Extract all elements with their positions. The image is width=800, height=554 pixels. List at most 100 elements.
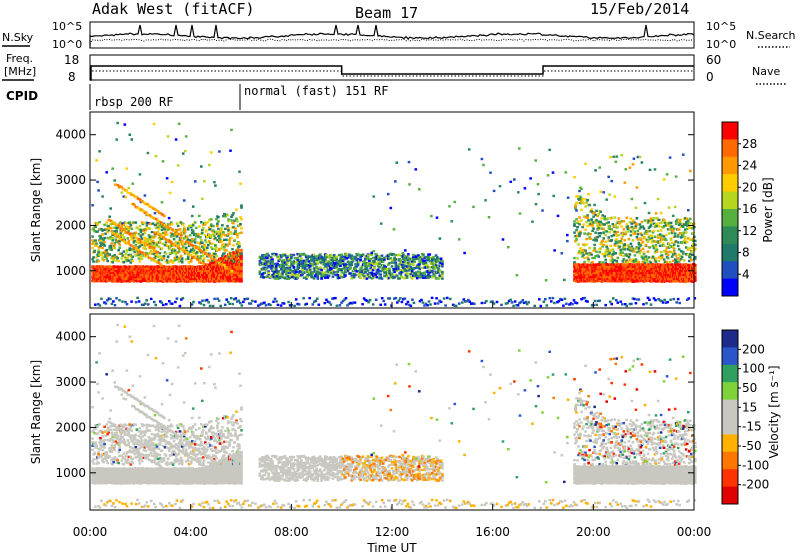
heatmap-cell (153, 223, 157, 227)
heatmap-cell (122, 236, 126, 239)
heatmap-cell (366, 255, 370, 259)
heatmap-cell (427, 253, 430, 256)
heatmap-cell (370, 251, 373, 254)
heatmap-cell (364, 265, 367, 268)
heatmap-cell (98, 221, 101, 224)
heatmap-cell (637, 243, 641, 246)
heatmap-cell (183, 242, 187, 246)
heatmap-cell (127, 259, 131, 262)
heatmap-cell (216, 249, 219, 252)
heatmap-cell (131, 249, 135, 252)
heatmap-cell (598, 261, 601, 264)
heatmap-cell (339, 262, 342, 265)
heatmap-cell (414, 266, 418, 270)
heatmap-cell (563, 278, 566, 282)
heatmap-cell (330, 271, 333, 275)
heatmap-cell (434, 254, 438, 257)
heatmap-cell (623, 248, 627, 251)
heatmap-cell (240, 263, 243, 267)
heatmap-cell (205, 248, 208, 251)
heatmap-cell (623, 246, 627, 249)
heatmap-cell (115, 138, 118, 141)
heatmap-cell (380, 254, 384, 257)
heatmap-cell (583, 260, 586, 264)
heatmap-cell (199, 257, 202, 260)
heatmap-cell (203, 257, 206, 260)
heatmap-cell (580, 187, 583, 191)
heatmap-cell (264, 268, 268, 271)
heatmap-cell (369, 266, 372, 270)
heatmap-cell (125, 250, 129, 253)
heatmap-cell (118, 246, 121, 249)
heatmap-cell (140, 243, 144, 247)
heatmap-cell (643, 261, 647, 264)
heatmap-cell (577, 220, 580, 223)
heatmap-cell (218, 236, 221, 239)
heatmap-cell (615, 155, 619, 158)
heatmap-cell (151, 244, 155, 247)
heatmap-cell (117, 249, 120, 252)
heatmap-cell (573, 223, 576, 226)
heatmap-cell (632, 157, 636, 160)
heatmap-cell (214, 258, 217, 261)
heatmap-cell (400, 270, 404, 274)
heatmap-cell (609, 259, 612, 262)
heatmap-cell (112, 258, 115, 262)
heatmap-cell (184, 248, 188, 251)
heatmap-cell (607, 221, 610, 224)
heatmap-cell (167, 260, 171, 263)
heatmap-cell (614, 231, 618, 234)
heatmap-cell (153, 235, 157, 238)
heatmap-cell (624, 168, 628, 171)
heatmap-cell (280, 256, 283, 259)
heatmap-cell (574, 203, 577, 207)
heatmap-cell (363, 277, 366, 280)
heatmap-cell (595, 209, 598, 213)
heatmap-cell (136, 253, 140, 257)
heatmap-cell (273, 277, 277, 280)
heatmap-cell (111, 167, 114, 170)
heatmap-cell (623, 181, 627, 184)
heatmap-cell (267, 270, 270, 273)
heatmap-cell (603, 216, 606, 220)
heatmap-cell (100, 251, 103, 254)
heatmap-cell (133, 250, 137, 253)
heatmap-cell (639, 238, 643, 242)
heatmap-cell (127, 229, 131, 233)
heatmap-cell (407, 264, 410, 267)
heatmap-cell (575, 238, 578, 241)
heatmap-cell (371, 262, 375, 266)
heatmap-cell (133, 235, 137, 238)
heatmap-cell (358, 253, 361, 257)
heatmap-cell (220, 227, 223, 230)
heatmap-cell (95, 159, 98, 162)
heatmap-cell (165, 259, 169, 262)
heatmap-cell (138, 224, 142, 228)
heatmap-cell (230, 219, 233, 222)
noise-tick-left-bottom: 10^0 (52, 38, 82, 51)
heatmap-cell (600, 222, 603, 225)
heatmap-cell (98, 150, 101, 153)
heatmap-cell (633, 254, 637, 257)
heatmap-cell (175, 231, 178, 234)
heatmap-cell (603, 253, 606, 256)
heatmap-cell (361, 253, 365, 256)
heatmap-cell (507, 246, 510, 249)
heatmap-cell (431, 257, 434, 260)
heatmap-cell (118, 243, 121, 246)
heatmap-cell (240, 265, 243, 269)
heatmap-cell (615, 259, 619, 263)
heatmap-cell (621, 251, 625, 254)
heatmap-cell (601, 261, 604, 264)
heatmap-cell (275, 263, 278, 267)
heatmap-cell (392, 228, 396, 231)
heatmap-cell (173, 249, 177, 252)
heatmap-cell (441, 274, 444, 277)
heatmap-cell (240, 206, 243, 209)
heatmap-cell (293, 272, 297, 275)
heatmap-cell (91, 246, 94, 250)
heatmap-cell (160, 201, 164, 204)
heatmap-cell (589, 237, 592, 240)
heatmap-cell (229, 230, 232, 233)
heatmap-cell (587, 232, 590, 235)
